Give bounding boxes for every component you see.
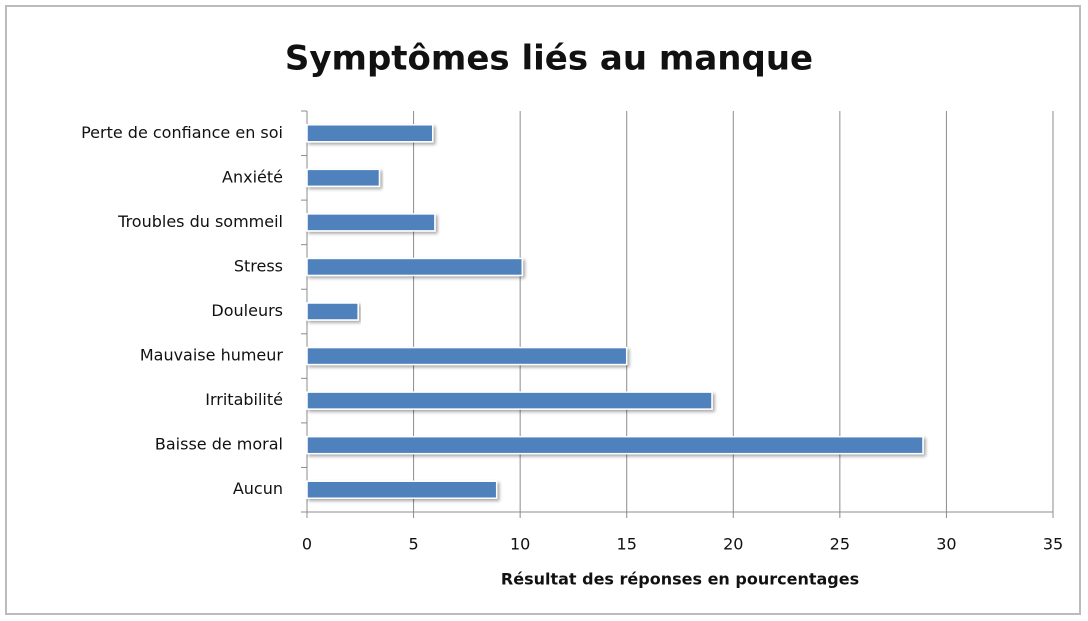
- bar: [306, 124, 434, 143]
- y-tick-label: Baisse de moral: [155, 435, 283, 454]
- x-tick-label: 0: [302, 535, 312, 554]
- x-tick-label: 30: [936, 535, 956, 554]
- bar: [306, 435, 924, 455]
- chart-frame: [5, 5, 1081, 615]
- x-tick-label: 20: [723, 535, 743, 554]
- bar: [306, 391, 713, 410]
- bar: [306, 257, 524, 277]
- x-tick-label: 25: [830, 535, 850, 554]
- x-tick-label: 5: [408, 535, 418, 554]
- chart-title: Symptômes liés au manque: [285, 39, 813, 79]
- bar: [306, 213, 436, 232]
- bar: [306, 346, 628, 366]
- y-tick-label: Troubles du sommeil: [117, 212, 283, 231]
- y-tick-label: Irritabilité: [205, 390, 283, 409]
- y-tick-label: Anxiété: [222, 167, 283, 186]
- y-tick-label: Mauvaise humeur: [140, 346, 284, 365]
- x-tick-label: 35: [1043, 535, 1063, 554]
- y-tick-label: Perte de confiance en soi: [81, 123, 283, 142]
- x-tick-label: 10: [510, 535, 530, 554]
- y-tick-label: Douleurs: [211, 301, 283, 320]
- bar: [306, 480, 498, 499]
- x-tick-label: 15: [617, 535, 637, 554]
- bar: [306, 302, 359, 321]
- bar: [306, 168, 381, 188]
- y-tick-label: Stress: [234, 256, 283, 275]
- x-axis-label: Résultat des réponses en pourcentages: [501, 570, 859, 589]
- y-tick-label: Aucun: [233, 479, 283, 498]
